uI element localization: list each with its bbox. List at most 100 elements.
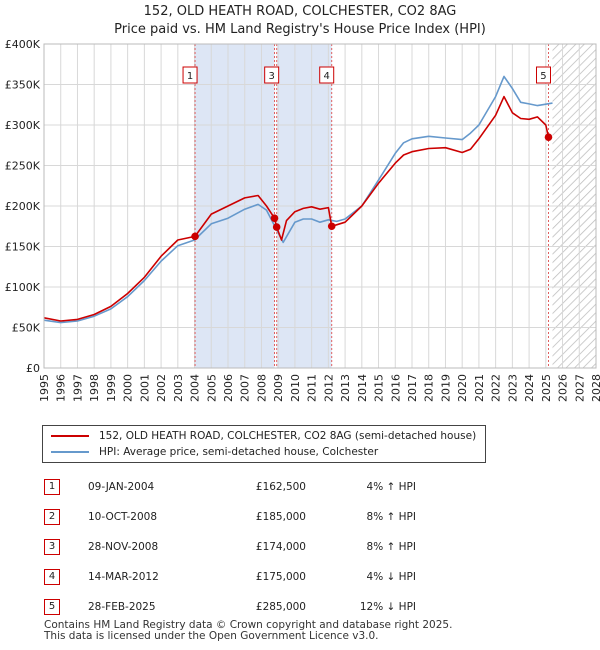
sale-hpi-diff: 8% ↑ HPI xyxy=(366,511,416,523)
sale-date: 28-NOV-2008 xyxy=(88,541,159,553)
sales-table: 1 09-JAN-2004 £162,500 4% ↑ HPI 2 10-OCT… xyxy=(44,472,416,622)
price-chart: 1 3 4 5 £0 £50K £100K £150K £200K £250K £300K £350K… xyxy=(5,38,600,402)
x-tick-label: 2025 xyxy=(540,374,553,402)
title-line-2: Price paid vs. HM Land Registry's House … xyxy=(114,22,486,37)
y-tick-label: £200K xyxy=(5,200,41,213)
sale-date: 09-JAN-2004 xyxy=(88,481,155,493)
legend-item-property: 152, OLD HEATH ROAD, COLCHESTER, CO2 8AG… xyxy=(51,428,476,444)
table-row: 5 28-FEB-2025 £285,000 12% ↓ HPI xyxy=(44,592,416,622)
sale-hpi-diff: 4% ↓ HPI xyxy=(366,571,416,583)
sale-date: 14-MAR-2012 xyxy=(88,571,159,583)
sale-price: £175,000 xyxy=(255,571,306,583)
sale-label-box xyxy=(182,66,198,84)
y-tick-label: £50K xyxy=(12,322,41,335)
legend-swatch-property xyxy=(51,435,89,437)
x-tick-label: 2017 xyxy=(406,374,419,402)
sale-price: £162,500 xyxy=(255,481,306,493)
x-tick-label: 2021 xyxy=(473,374,486,402)
table-row: 1 09-JAN-2004 £162,500 4% ↑ HPI xyxy=(44,472,416,502)
footer-line-2: This data is licensed under the Open Gov… xyxy=(44,630,379,642)
sale-price: £185,000 xyxy=(255,511,306,523)
legend-label-property: 152, OLD HEATH ROAD, COLCHESTER, CO2 8AG… xyxy=(99,430,477,442)
x-tick-label: 2000 xyxy=(122,374,135,402)
x-tick-label: 1997 xyxy=(71,374,84,402)
x-tick-label: 2014 xyxy=(356,374,369,402)
sale-number-badge: 2 xyxy=(44,509,60,525)
hpi-line xyxy=(43,75,553,324)
sale-label-text: 1 xyxy=(187,71,193,82)
x-tick-label: 2020 xyxy=(456,374,469,402)
sale-date: 28-FEB-2025 xyxy=(88,601,156,613)
legend-swatch-hpi xyxy=(51,451,89,453)
sale-point xyxy=(270,214,279,222)
sale-number-badge: 4 xyxy=(44,569,60,585)
x-tick-label: 2023 xyxy=(506,374,519,402)
x-tick-label: 2019 xyxy=(439,374,452,402)
x-tick-label: 1998 xyxy=(88,374,101,402)
x-tick-label: 2007 xyxy=(239,374,252,402)
sale-number-badge: 3 xyxy=(44,539,60,555)
x-tick-label: 2013 xyxy=(339,374,352,402)
sale-point xyxy=(544,133,553,141)
x-tick-label: 2024 xyxy=(523,374,536,402)
property-price-line xyxy=(43,95,550,322)
table-row: 4 14-MAR-2012 £175,000 4% ↓ HPI xyxy=(44,562,416,592)
plot-border xyxy=(43,43,597,369)
y-tick-label: £100K xyxy=(5,281,41,294)
y-tick-label: £250K xyxy=(5,160,41,173)
sale-number-badge: 5 xyxy=(44,599,60,615)
y-tick-label: £400K xyxy=(5,38,41,51)
x-tick-label: 2006 xyxy=(222,374,235,402)
x-tick-label: 2010 xyxy=(289,374,302,402)
table-row: 2 10-OCT-2008 £185,000 8% ↑ HPI xyxy=(44,502,416,532)
plot-area: 1 3 4 5 £0 £50K £100K £150K £200K £250K £300K £350K… xyxy=(5,38,600,402)
y-tick-label: £0 xyxy=(26,362,40,375)
x-tick-label: 2011 xyxy=(306,374,319,402)
legend: 152, OLD HEATH ROAD, COLCHESTER, CO2 8AG… xyxy=(42,425,486,463)
x-tick-label: 2028 xyxy=(590,374,600,402)
x-tick-label: 2005 xyxy=(205,374,218,402)
sale-hpi-diff: 4% ↑ HPI xyxy=(366,481,416,493)
x-tick-label: 2018 xyxy=(423,374,436,402)
y-tick-label: £350K xyxy=(5,79,41,92)
sale-date: 10-OCT-2008 xyxy=(88,511,157,523)
sale-price: £174,000 xyxy=(255,541,306,553)
sale-number-badge: 1 xyxy=(44,479,60,495)
sale-price: £285,000 xyxy=(255,601,306,613)
x-tick-label: 2002 xyxy=(155,374,168,402)
x-tick-label: 2008 xyxy=(255,374,268,402)
x-tick-label: 2027 xyxy=(573,374,586,402)
legend-item-hpi: HPI: Average price, semi-detached house,… xyxy=(51,444,378,460)
x-tick-label: 2003 xyxy=(172,374,185,402)
x-tick-label: 2022 xyxy=(490,374,503,402)
x-tick-label: 2001 xyxy=(138,374,151,402)
x-tick-label: 2016 xyxy=(389,374,402,402)
x-tick-label: 2012 xyxy=(322,374,335,402)
y-tick-label: £300K xyxy=(5,119,41,132)
y-tick-label: £150K xyxy=(5,241,41,254)
sale-hpi-diff: 8% ↑ HPI xyxy=(366,541,416,553)
x-tick-label: 1996 xyxy=(55,374,68,402)
sale-label-text: 4 xyxy=(324,71,330,82)
x-tick-label: 2015 xyxy=(373,374,386,402)
legend-label-hpi: HPI: Average price, semi-detached house,… xyxy=(99,446,379,458)
sale-label-text: 5 xyxy=(540,71,546,82)
sale-label-text: 3 xyxy=(268,71,274,82)
table-row: 3 28-NOV-2008 £174,000 8% ↑ HPI xyxy=(44,532,416,562)
x-tick-label: 2004 xyxy=(189,374,202,402)
sale-label-box xyxy=(319,66,335,84)
x-tick-label: 1995 xyxy=(38,374,51,402)
sale-point xyxy=(272,223,281,231)
footer-attribution: Contains HM Land Registry data © Crown c… xyxy=(44,620,452,642)
sale-point xyxy=(327,222,336,231)
x-tick-label: 1999 xyxy=(105,374,118,402)
footer-line-1: Contains HM Land Registry data © Crown c… xyxy=(44,619,453,631)
x-tick-label: 2009 xyxy=(272,374,285,402)
title-line-1: 152, OLD HEATH ROAD, COLCHESTER, CO2 8AG xyxy=(143,4,457,19)
sale-hpi-diff: 12% ↓ HPI xyxy=(359,601,416,613)
sale-point xyxy=(191,232,199,241)
sale-label-box xyxy=(535,66,551,84)
x-tick-label: 2026 xyxy=(557,374,570,402)
chart-title: 152, OLD HEATH ROAD, COLCHESTER, CO2 8AG… xyxy=(0,3,600,39)
sale-label-box xyxy=(264,66,280,84)
